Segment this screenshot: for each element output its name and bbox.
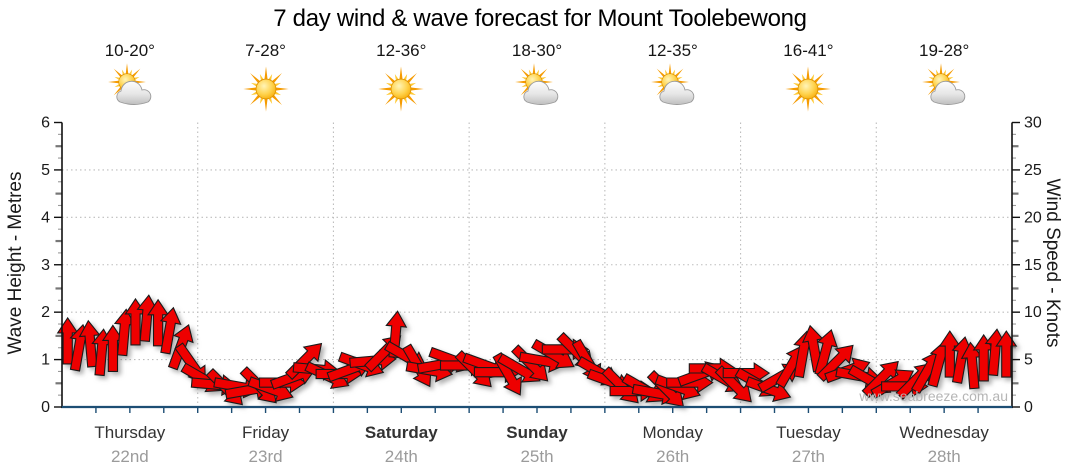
day-name-label: Saturday [365, 423, 438, 442]
sun-icon [778, 60, 838, 118]
right-axis-tick-label: 30 [1024, 115, 1042, 132]
day-date-label: 23rd [249, 447, 283, 466]
sun-cloud-icon [507, 60, 567, 118]
right-axis-tick-label: 10 [1024, 304, 1042, 321]
wind-arrow [816, 344, 854, 382]
temperature-range: 7-28° [245, 41, 286, 60]
sun-cloud-icon [643, 60, 703, 118]
left-axis-tick-label: 3 [41, 257, 50, 274]
left-axis-tick-label: 0 [41, 399, 50, 416]
temperature-range: 10-20° [104, 41, 155, 60]
temperature-range: 12-35° [647, 41, 698, 60]
temperature-range: 19-28° [919, 41, 970, 60]
right-axis-tick-label: 25 [1024, 162, 1042, 179]
day-date-label: 27th [792, 447, 825, 466]
day-name-label: Tuesday [776, 423, 841, 442]
right-axis-tick-label: 20 [1024, 209, 1042, 226]
wind-arrow-series [56, 294, 1018, 408]
right-axis-tick-label: 15 [1024, 257, 1042, 274]
sun-cloud-icon [100, 60, 160, 118]
chart-title: 7 day wind & wave forecast for Mount Too… [273, 5, 807, 32]
left-axis-tick-label: 2 [41, 304, 50, 321]
temperature-range: 18-30° [511, 41, 563, 60]
day-name-label: Friday [242, 423, 290, 442]
day-date-label: 28th [928, 447, 961, 466]
day-name-label: Monday [642, 423, 703, 442]
day-name-label: Sunday [506, 423, 568, 442]
day-name-label: Wednesday [899, 423, 989, 442]
day-date-label: 24th [385, 447, 418, 466]
temperature-range: 12-36° [376, 41, 427, 60]
wind-arrow [159, 306, 182, 355]
day-date-label: 26th [656, 447, 689, 466]
day-date-label: 22nd [111, 447, 149, 466]
sun-icon [371, 60, 431, 118]
left-axis-tick-label: 6 [41, 115, 50, 132]
left-axis-tick-label: 4 [41, 209, 50, 226]
left-axis-tick-label: 5 [41, 162, 50, 179]
right-axis-tick-label: 0 [1024, 399, 1033, 416]
right-axis-tick-label: 5 [1024, 352, 1033, 369]
temperature-range: 16-41° [783, 41, 834, 60]
sun-cloud-icon [914, 60, 974, 118]
left-axis-tick-label: 1 [41, 352, 50, 369]
watermark: www.seabreeze.com.au [859, 388, 1008, 404]
day-date-label: 25th [520, 447, 553, 466]
day-name-label: Thursday [94, 423, 165, 442]
sun-icon [236, 60, 296, 118]
